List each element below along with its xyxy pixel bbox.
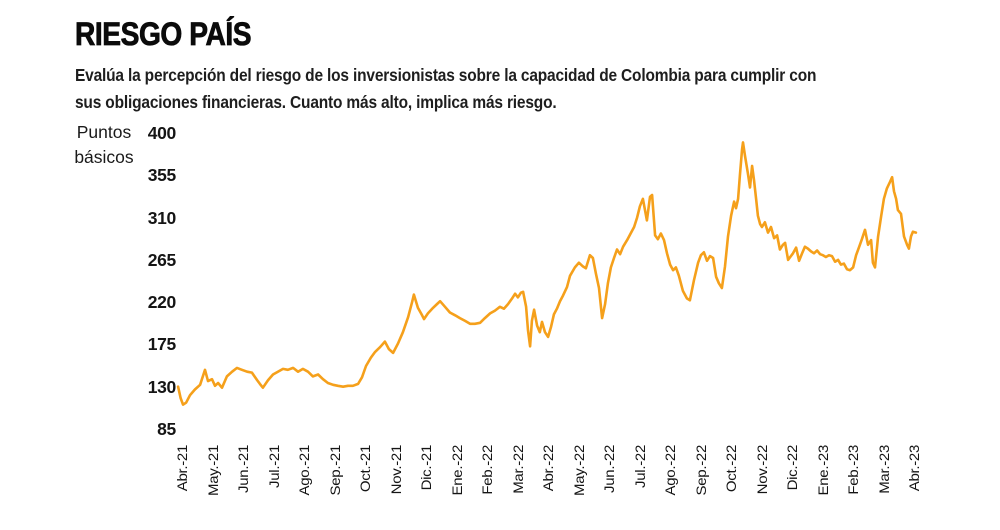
x-tick-label: Jul.-21	[265, 445, 283, 488]
x-tick-label: Jun.-22	[601, 445, 618, 493]
x-tick-label: Ago.-21	[296, 445, 313, 496]
x-tick-label: Jun.-21	[235, 445, 252, 493]
y-axis-unit-label: Puntos básicos	[74, 122, 134, 167]
page-title: RIESGO PAÍS	[75, 16, 252, 53]
y-tick-label: 85	[157, 419, 176, 439]
x-tick-label: Mar.-22	[509, 445, 527, 494]
x-tick-label: Mar.-23	[875, 445, 893, 494]
x-tick-label: Nov.-21	[387, 445, 405, 495]
x-tick-label: Ago.-22	[662, 445, 679, 496]
x-tick-label: Feb.-22	[479, 445, 496, 495]
x-tick-label: Ene.-23	[814, 445, 832, 496]
chart-description: Evalúa la percepción del riesgo de los i…	[75, 62, 975, 116]
chart-description-line-1: Evalúa la percepción del riesgo de los i…	[75, 65, 817, 85]
x-tick-label: Abr.-21	[174, 445, 191, 492]
x-tick-label: Dic.-21	[418, 445, 435, 491]
x-tick-label: Nov.-22	[753, 445, 771, 495]
risk-line	[176, 141, 918, 406]
x-tick-label: Sep.-21	[326, 445, 344, 496]
x-tick-label: Oct.-22	[723, 445, 740, 493]
y-tick-label: 220	[147, 292, 177, 313]
x-tick-label: May.-22	[570, 445, 588, 496]
chart-description-line-2: sus obligaciones financieras. Cuanto más…	[75, 92, 557, 112]
y-axis-ticks: 400 355 310 265 220 175 130 85	[0, 0, 177, 530]
y-tick-label: 130	[147, 376, 177, 397]
y-tick-label: 355	[147, 165, 177, 186]
x-tick-label: Feb.-23	[845, 445, 862, 495]
y-tick-label: 175	[147, 334, 177, 355]
x-tick-label: Abr.-22	[540, 445, 557, 492]
x-tick-label: May.-21	[204, 445, 222, 496]
x-tick-label: Abr.-23	[906, 445, 923, 492]
chart-header: RIESGO PAÍS Evalúa la percepción del rie…	[75, 16, 975, 116]
x-tick-label: Dic.-22	[784, 445, 801, 491]
x-tick-label: Ene.-22	[448, 445, 466, 496]
y-tick-label: 400	[147, 123, 177, 143]
y-tick-label: 310	[147, 207, 177, 228]
y-tick-label: 265	[147, 249, 177, 270]
x-tick-label: Jul.-22	[631, 445, 649, 488]
x-tick-label: Oct.-21	[357, 445, 374, 493]
x-tick-label: Sep.-22	[692, 445, 710, 496]
